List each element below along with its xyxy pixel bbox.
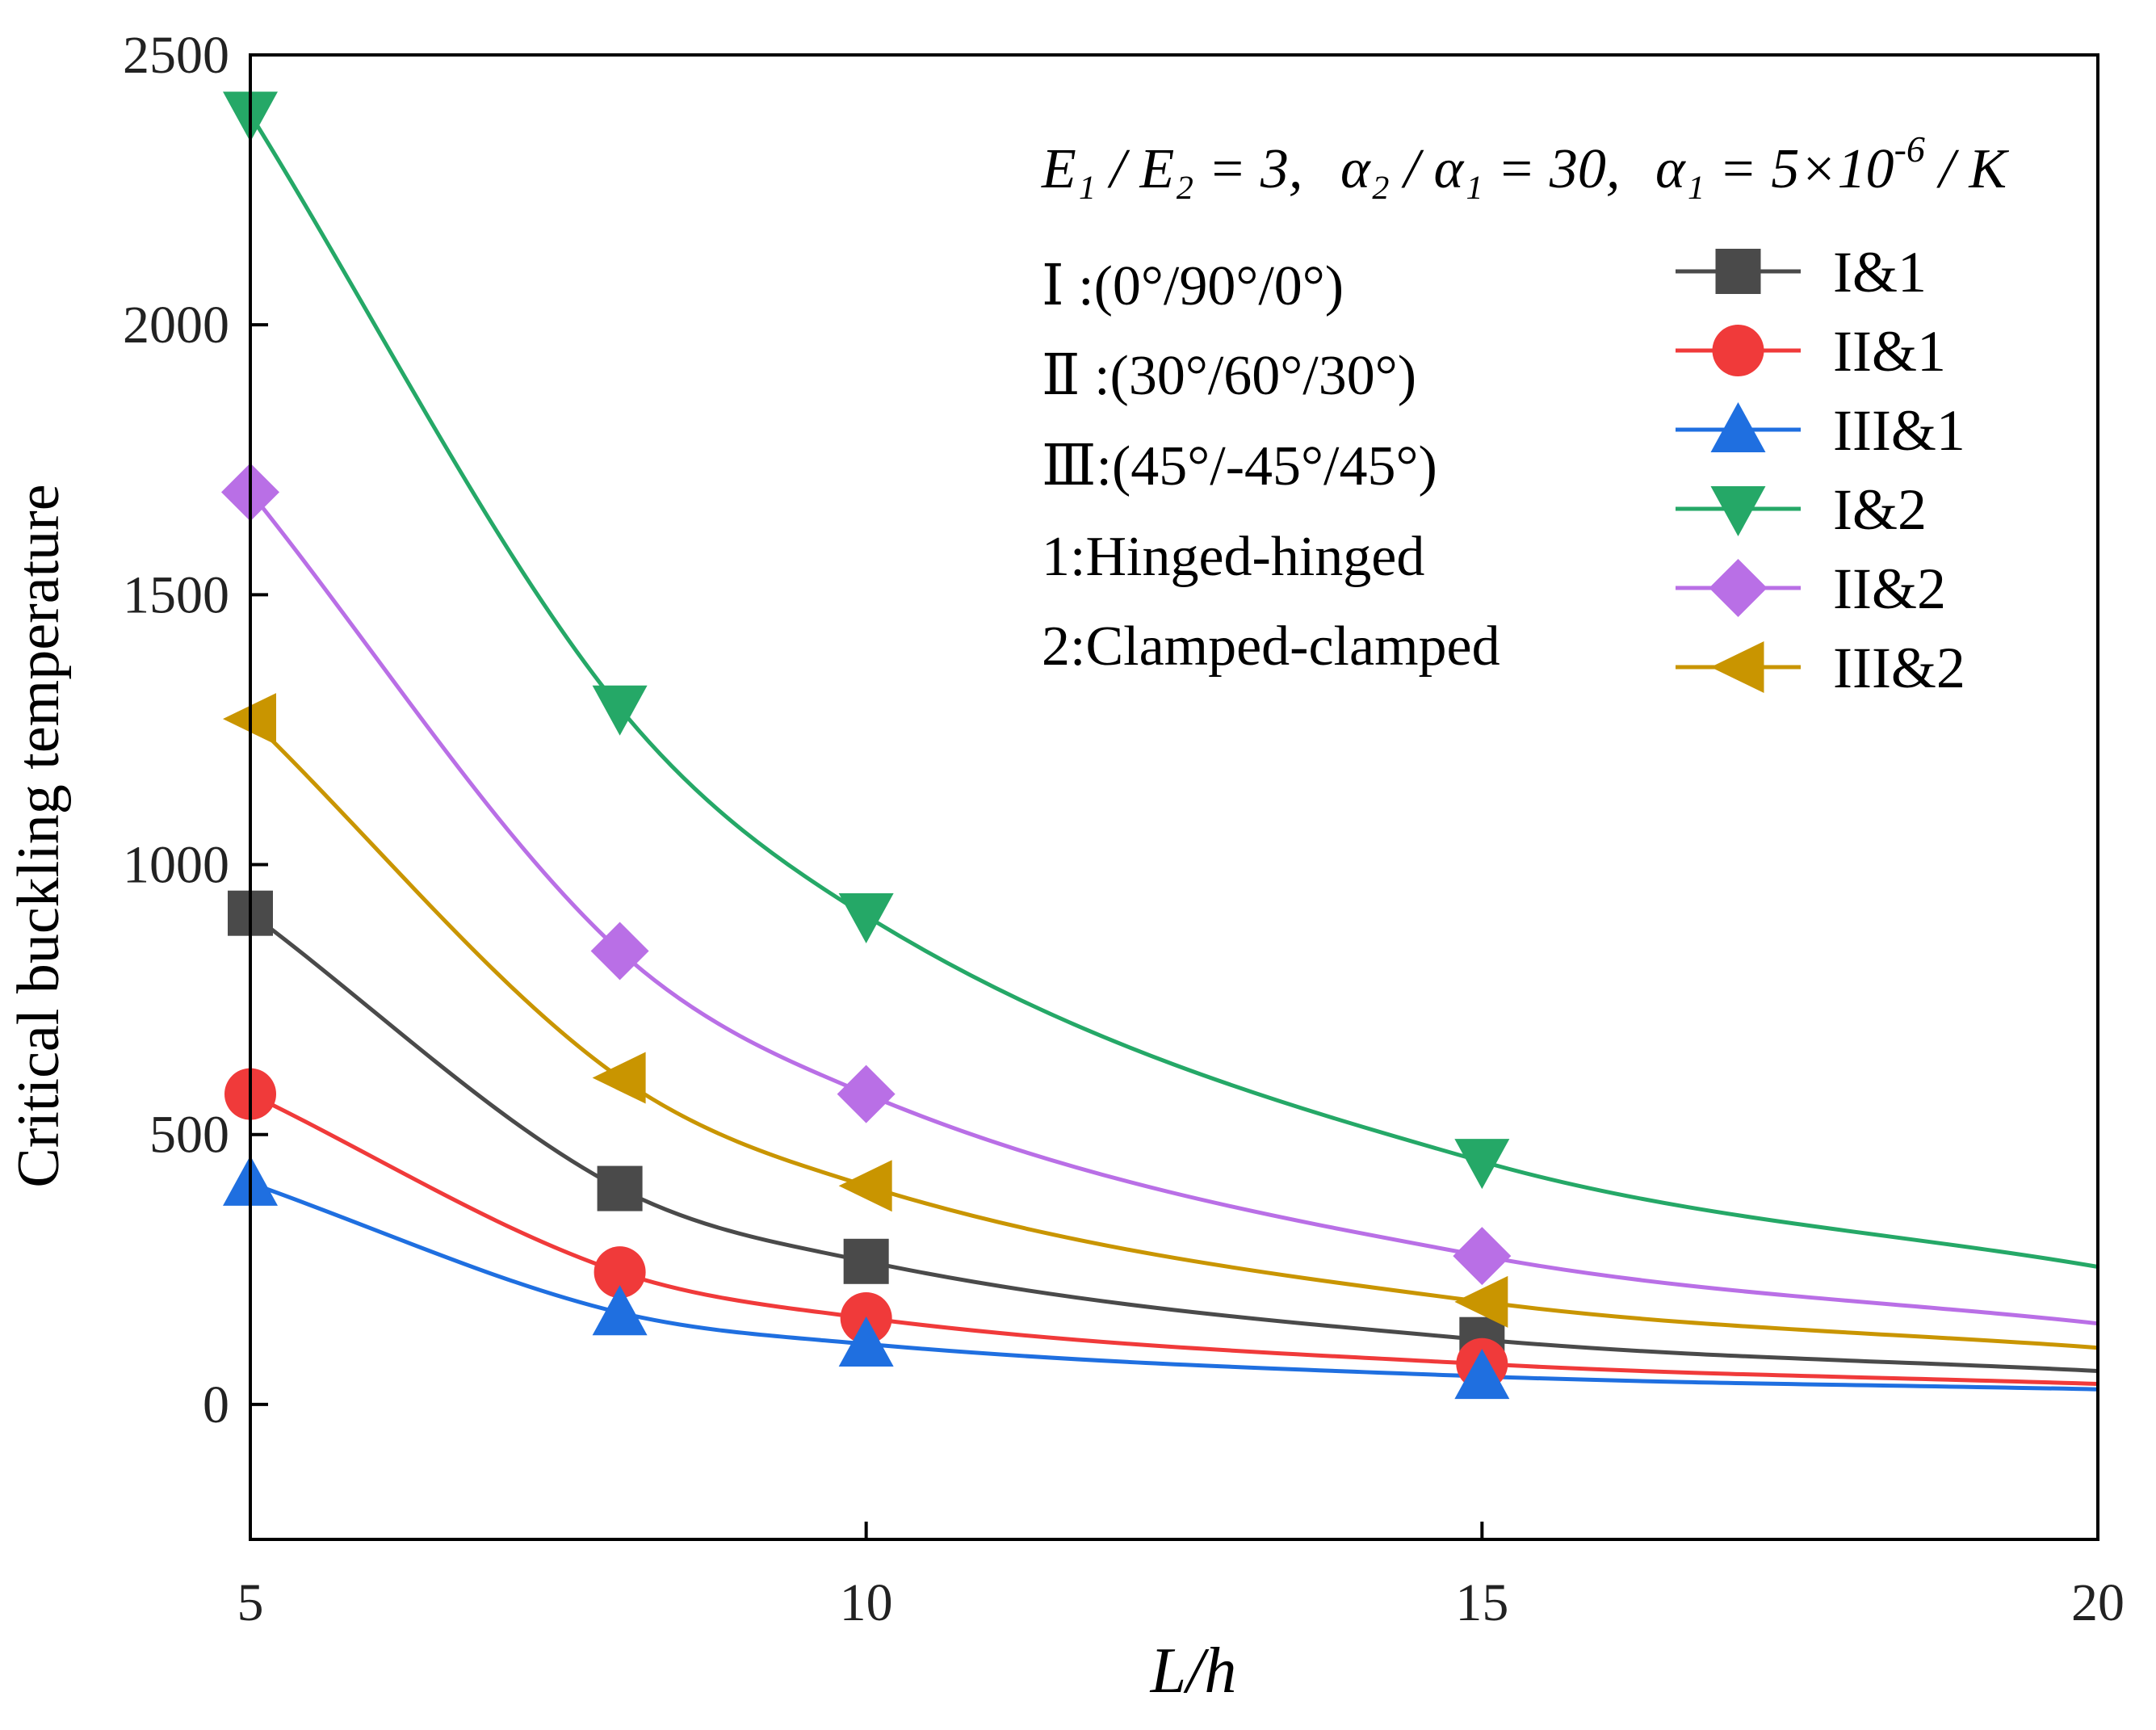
data-point (1454, 1349, 1510, 1400)
data-point (838, 1160, 892, 1212)
legend: I&1 II&1 III&1 I&2 II&2 III&2 (1676, 240, 1965, 700)
data-point (597, 1165, 643, 1211)
x-tick-labels: 5 10 15 20 (237, 1573, 2125, 1632)
y-tick-label: 2000 (123, 296, 229, 355)
y-tick-label: 500 (149, 1106, 229, 1165)
series-line-1 (249, 1092, 2099, 1386)
data-point (1454, 1275, 1508, 1328)
param-alpha1-base: α₁ = 5×10 (1655, 138, 1894, 200)
param-e-ratio: E₁ / E₂ = 3, (1041, 138, 1302, 200)
data-point (838, 1316, 894, 1367)
parameters-annotation: E₁ / E₂ = 3, α₂ / α₁ = 30, α₁ = 5×10-6 /… (1041, 128, 2009, 200)
param-alpha1-unit: / K (1925, 138, 2009, 200)
y-tick-labels: 0 500 1000 1500 2000 2500 (123, 26, 229, 1434)
legend-label: I&2 (1833, 477, 1927, 542)
legend-label: I&1 (1833, 240, 1927, 304)
legend-marker (1709, 559, 1768, 617)
legend-marker (1712, 325, 1764, 376)
y-tick-label: 0 (203, 1375, 229, 1434)
legend-marker (1710, 402, 1766, 452)
data-point (592, 685, 648, 736)
param-alpha1: α₁ = 5×10-6 / K (1655, 128, 2009, 200)
legend-label: III&1 (1833, 398, 1965, 463)
series-line-2 (250, 1181, 2099, 1392)
data-point (1454, 1139, 1510, 1190)
series-line-4 (249, 490, 2099, 1326)
note-layup-2: Ⅱ :(30°/60°/30°) (1042, 345, 1416, 407)
plot-frame (249, 53, 2099, 1541)
data-point (592, 1285, 648, 1336)
data-point (838, 893, 894, 944)
y-tick-label: 1500 (123, 565, 229, 624)
x-tick-label: 10 (840, 1573, 893, 1632)
y-tick-label: 2500 (123, 26, 229, 85)
legend-marker (1710, 641, 1764, 693)
x-tick-label: 5 (237, 1573, 264, 1632)
data-point (594, 1246, 646, 1299)
series-line-5 (249, 717, 2099, 1350)
x-tick-label: 15 (1455, 1573, 1508, 1632)
x-axis-label: L/h (1150, 1636, 1237, 1707)
note-layup-1: Ⅰ :(0°/90°/0°) (1042, 255, 1344, 317)
data-point (837, 1064, 896, 1123)
note-boundary-1: 1:Hinged-hinged (1042, 526, 1424, 588)
series-line-3 (248, 113, 2099, 1269)
data-point (843, 1238, 889, 1284)
legend-marker (1710, 486, 1766, 536)
notes: Ⅰ :(0°/90°/0°) Ⅱ :(30°/60°/30°) Ⅲ:(45°/-… (1042, 255, 1500, 678)
x-tick-label: 20 (2071, 1573, 2125, 1632)
legend-marker (1715, 249, 1761, 294)
y-axis-label: Critical buckling temperature (6, 484, 72, 1187)
series-line-0 (249, 911, 2099, 1373)
legend-label: II&2 (1833, 556, 1946, 621)
data-point (590, 922, 649, 980)
data-point (592, 1052, 646, 1104)
y-tick-label: 1000 (123, 836, 229, 895)
note-layup-3: Ⅲ:(45°/-45°/45°) (1042, 435, 1437, 498)
data-point (1453, 1227, 1512, 1286)
param-alpha-ratio: α₂ / α₁ = 30, (1340, 138, 1620, 200)
series-lines (248, 113, 2099, 1392)
note-boundary-2: 2:Clamped-clamped (1042, 615, 1500, 678)
legend-label: II&1 (1833, 319, 1946, 384)
legend-label: III&2 (1833, 636, 1965, 700)
param-alpha1-exp: -6 (1894, 128, 1925, 170)
